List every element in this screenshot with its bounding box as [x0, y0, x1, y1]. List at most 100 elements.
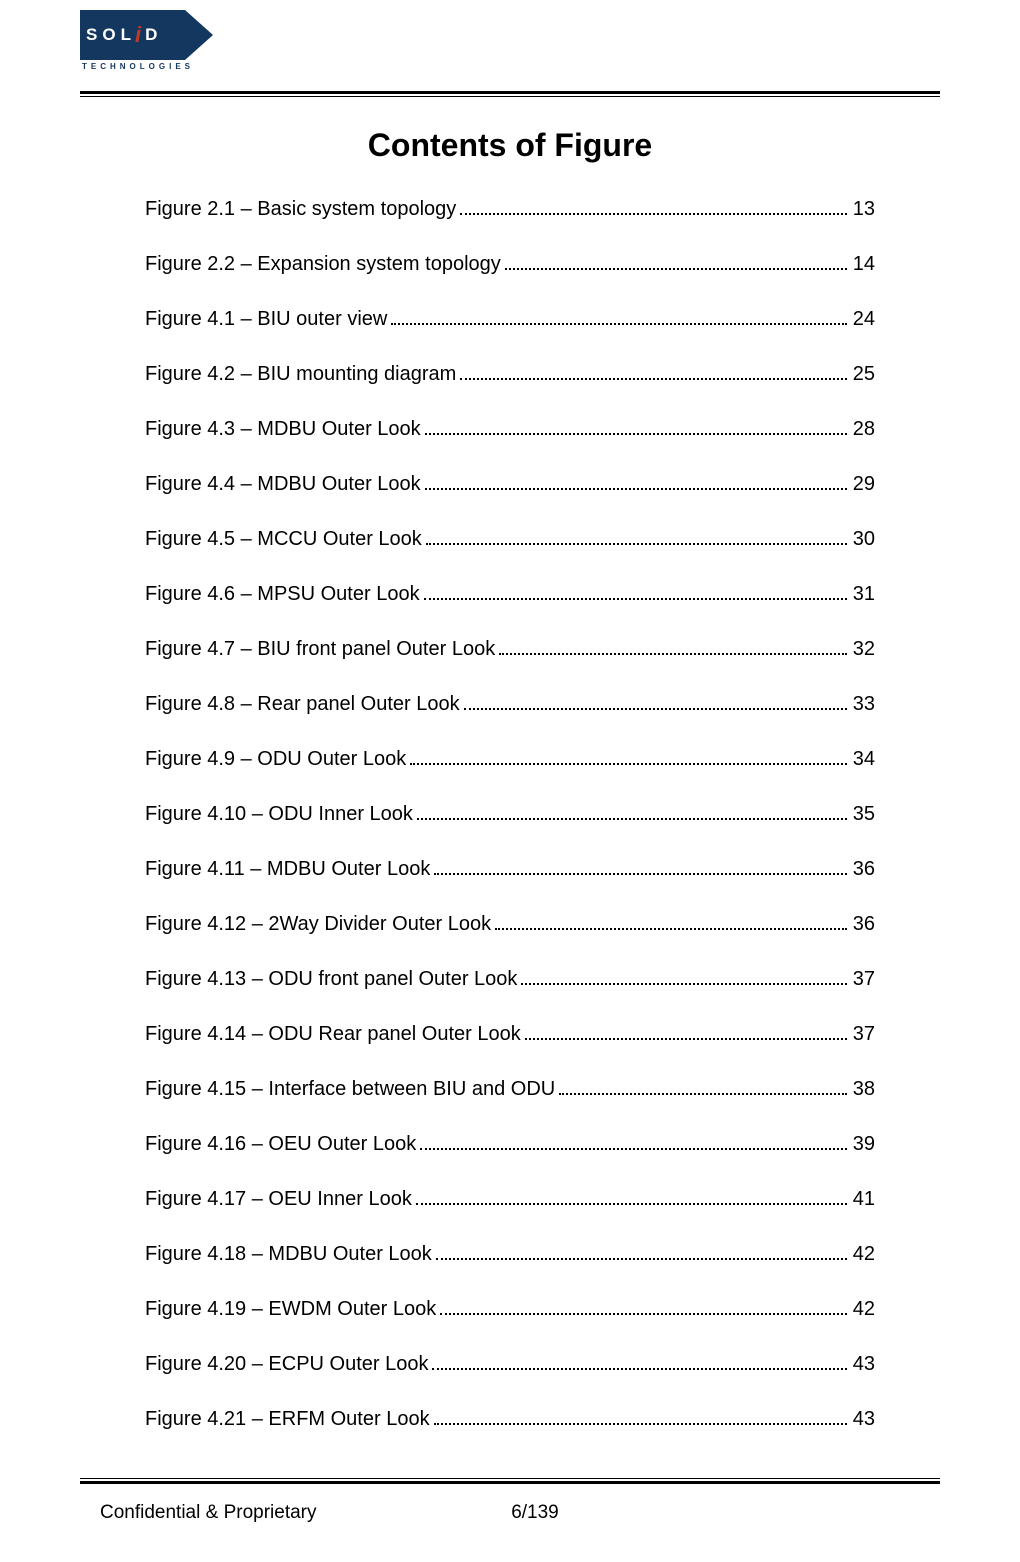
rule-thick: [80, 1481, 940, 1484]
toc-label: Figure 4.12 – 2Way Divider Outer Look: [145, 913, 493, 936]
toc-row: Figure 4.4 – MDBU Outer Look 29: [145, 473, 875, 496]
footer: Confidential & Proprietary 6/139: [80, 1502, 940, 1524]
toc-page-number: 32: [849, 638, 875, 661]
toc-label: Figure 4.21 – ERFM Outer Look: [145, 1408, 432, 1431]
toc-leader-dots: [499, 653, 847, 655]
toc-row: Figure 4.9 – ODU Outer Look 34: [145, 748, 875, 771]
toc-leader-dots: [525, 1038, 847, 1040]
toc-leader-dots: [436, 1258, 847, 1260]
toc-label: Figure 4.5 – MCCU Outer Look: [145, 528, 424, 551]
toc-page-number: 36: [849, 913, 875, 936]
rule-thin: [80, 1478, 940, 1479]
page-title: Contents of Figure: [80, 127, 940, 164]
toc-label: Figure 4.17 – OEU Inner Look: [145, 1188, 414, 1211]
toc-leader-dots: [417, 818, 847, 820]
logo-subtext: TECHNOLOGIES: [82, 62, 940, 71]
toc-label: Figure 4.13 – ODU front panel Outer Look: [145, 968, 519, 991]
toc-label: Figure 4.16 – OEU Outer Look: [145, 1133, 418, 1156]
toc-leader-dots: [416, 1203, 847, 1205]
toc-row: Figure 4.18 – MDBU Outer Look 42: [145, 1243, 875, 1266]
toc-page-number: 13: [849, 198, 875, 221]
logo-letter: D: [145, 25, 159, 45]
logo-letters: S O L i D: [80, 10, 185, 60]
toc-leader-dots: [559, 1093, 847, 1095]
logo-letter: L: [121, 25, 133, 45]
toc-label: Figure 4.6 – MPSU Outer Look: [145, 583, 422, 606]
toc-leader-dots: [425, 488, 847, 490]
toc-row: Figure 4.11 – MDBU Outer Look 36: [145, 858, 875, 881]
toc-row: Figure 4.20 – ECPU Outer Look43: [145, 1353, 875, 1376]
toc-row: Figure 4.13 – ODU front panel Outer Look…: [145, 968, 875, 991]
toc-page-number: 37: [849, 968, 875, 991]
toc-leader-dots: [391, 323, 846, 325]
toc-label: Figure 4.8 – Rear panel Outer Look: [145, 693, 462, 716]
footer-page-number: 6/139: [441, 1502, 940, 1524]
toc-leader-dots: [420, 1148, 847, 1150]
toc-leader-dots: [410, 763, 847, 765]
toc-page-number: 38: [849, 1078, 875, 1101]
toc-leader-dots: [432, 1368, 846, 1370]
toc-row: Figure 4.14 – ODU Rear panel Outer Look3…: [145, 1023, 875, 1046]
toc-label: Figure 4.20 – ECPU Outer Look: [145, 1353, 430, 1376]
toc-row: Figure 4.7 – BIU front panel Outer Look 3…: [145, 638, 875, 661]
toc-label: Figure 4.10 – ODU Inner Look: [145, 803, 415, 826]
toc-label: Figure 4.18 – MDBU Outer Look: [145, 1243, 434, 1266]
toc-leader-dots: [460, 378, 846, 380]
toc-page-number: 42: [849, 1243, 875, 1266]
toc-page-number: 43: [849, 1408, 875, 1431]
toc-leader-dots: [425, 433, 847, 435]
toc-page-number: 33: [849, 693, 875, 716]
toc-label: Figure 4.7 – BIU front panel Outer Look: [145, 638, 497, 661]
footer-left: Confidential & Proprietary: [80, 1502, 441, 1524]
logo-letter: O: [102, 25, 117, 45]
toc-label: Figure 4.1 – BIU outer view: [145, 308, 389, 331]
toc-page-number: 29: [849, 473, 875, 496]
rule-thin: [80, 96, 940, 97]
toc-leader-dots: [426, 543, 847, 545]
rule-thick: [80, 91, 940, 94]
toc-row: Figure 4.12 – 2Way Divider Outer Look 36: [145, 913, 875, 936]
toc-leader-dots: [434, 1423, 847, 1425]
toc-leader-dots: [434, 873, 846, 875]
toc-leader-dots: [505, 268, 847, 270]
toc-label: Figure 4.19 – EWDM Outer Look: [145, 1298, 438, 1321]
toc-page-number: 36: [849, 858, 875, 881]
toc-page-number: 42: [849, 1298, 875, 1321]
toc-page-number: 24: [849, 308, 875, 331]
toc-page-number: 28: [849, 418, 875, 441]
toc-page-number: 35: [849, 803, 875, 826]
toc-label: Figure 2.1 – Basic system topology: [145, 198, 458, 221]
toc-label: Figure 4.11 – MDBU Outer Look: [145, 858, 432, 881]
toc-leader-dots: [460, 213, 846, 215]
toc-row: Figure 4.21 – ERFM Outer Look 43: [145, 1408, 875, 1431]
toc-row: Figure 4.8 – Rear panel Outer Look 33: [145, 693, 875, 716]
toc-page-number: 25: [849, 363, 875, 386]
logo-box: S O L i D: [80, 10, 185, 60]
toc-row: Figure 4.3 – MDBU Outer Look 28: [145, 418, 875, 441]
document-page: S O L i D TECHNOLOGIES Contents of Figur…: [0, 0, 1020, 1562]
toc-row: Figure 2.1 – Basic system topology 13: [145, 198, 875, 221]
toc-row: Figure 4.2 – BIU mounting diagram25: [145, 363, 875, 386]
toc-leader-dots: [495, 928, 847, 930]
toc-label: Figure 4.3 – MDBU Outer Look: [145, 418, 423, 441]
toc-row: Figure 4.15 – Interface between BIU and …: [145, 1078, 875, 1101]
toc-label: Figure 4.9 – ODU Outer Look: [145, 748, 408, 771]
toc-page-number: 37: [849, 1023, 875, 1046]
toc-page-number: 31: [849, 583, 875, 606]
toc-row: Figure 4.5 – MCCU Outer Look 30: [145, 528, 875, 551]
logo-letter: S: [86, 25, 99, 45]
logo-triangle: [185, 10, 213, 60]
toc-label: Figure 4.4 – MDBU Outer Look: [145, 473, 423, 496]
toc-leader-dots: [464, 708, 847, 710]
toc-label: Figure 2.2 – Expansion system topology: [145, 253, 503, 276]
toc-page-number: 41: [849, 1188, 875, 1211]
toc-row: Figure 4.17 – OEU Inner Look 41: [145, 1188, 875, 1211]
toc-page-number: 30: [849, 528, 875, 551]
toc-page-number: 34: [849, 748, 875, 771]
toc-leader-dots: [424, 598, 847, 600]
toc-leader-dots: [521, 983, 846, 985]
header-rule: [80, 91, 940, 97]
toc-row: Figure 4.1 – BIU outer view 24: [145, 308, 875, 331]
toc-page-number: 39: [849, 1133, 875, 1156]
toc-entries: Figure 2.1 – Basic system topology13Figu…: [80, 198, 940, 1431]
